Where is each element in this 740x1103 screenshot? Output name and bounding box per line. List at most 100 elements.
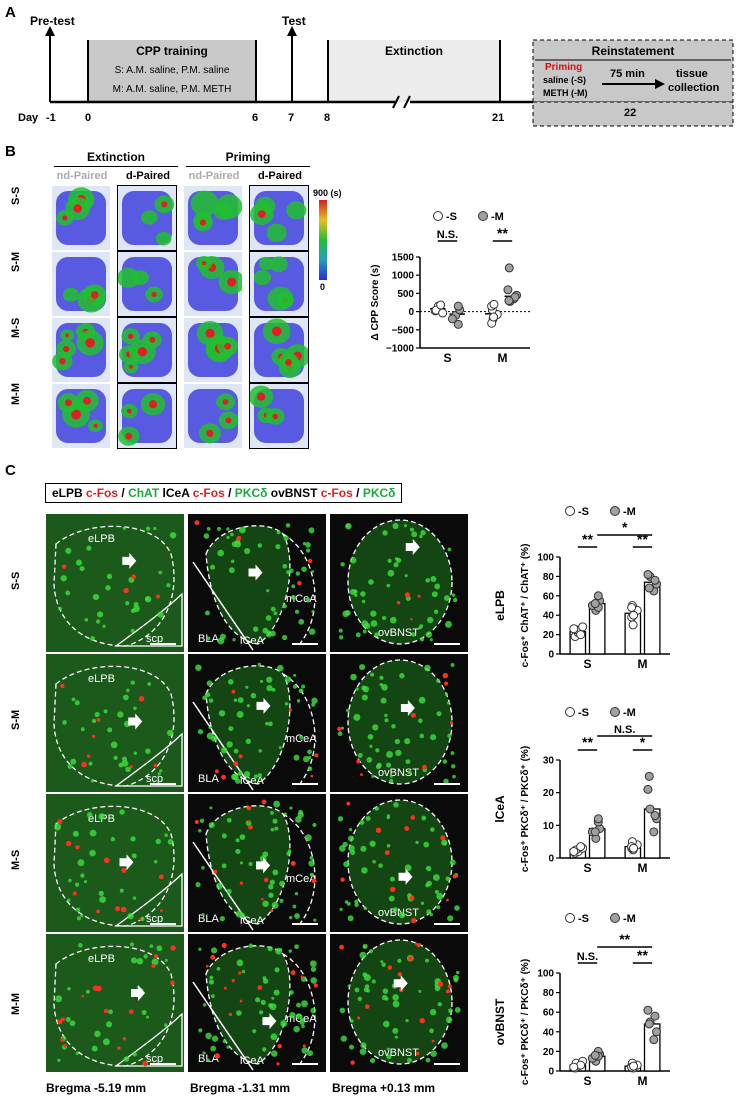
green-cell	[275, 544, 281, 550]
green-cell	[403, 524, 408, 528]
green-cell	[252, 626, 259, 632]
green-cell	[353, 713, 361, 721]
green-cell	[396, 557, 402, 563]
mcea-label: mCeA	[286, 593, 317, 605]
green-cell	[262, 1047, 267, 1052]
green-cell	[384, 713, 388, 718]
heatmap-peak	[257, 210, 266, 219]
green-cell	[419, 733, 425, 739]
green-cell	[231, 773, 238, 781]
green-cell	[167, 729, 174, 737]
red-cell	[160, 909, 163, 912]
scale-min-label: 0	[320, 282, 326, 292]
green-cell	[429, 638, 433, 642]
x-category-label: S	[583, 657, 591, 671]
green-cell	[72, 830, 79, 837]
x-category-label: S	[583, 861, 591, 875]
green-cell	[232, 638, 236, 642]
green-cell	[387, 569, 395, 577]
heatmap-hotspot	[286, 201, 307, 220]
green-cell	[211, 994, 215, 999]
red-cell	[75, 845, 80, 850]
green-cell	[255, 997, 261, 1003]
ovbnst-label: ovBNST	[378, 1047, 419, 1059]
lcea-outline	[205, 805, 291, 925]
green-cell	[301, 684, 306, 689]
green-cell	[354, 987, 360, 993]
green-cell	[211, 1035, 219, 1042]
red-cell	[288, 708, 292, 712]
green-cell	[444, 692, 449, 696]
green-cell	[266, 589, 270, 593]
green-cell	[279, 880, 285, 887]
red-cell	[155, 594, 161, 599]
green-cell	[354, 902, 359, 908]
green-cell	[273, 989, 280, 996]
green-cell	[130, 836, 136, 842]
legend-label: -M	[623, 707, 636, 719]
green-cell	[245, 738, 252, 745]
green-cell	[157, 772, 161, 776]
green-cell	[117, 711, 124, 718]
green-cell	[360, 1042, 367, 1049]
green-cell	[359, 951, 367, 959]
heatmap-cell	[117, 185, 177, 251]
red-cell	[81, 761, 87, 768]
red-cell	[205, 964, 209, 968]
green-cell	[153, 860, 158, 864]
green-cell	[228, 726, 234, 732]
red-cell	[170, 980, 175, 985]
red-cell	[231, 689, 236, 694]
data-point	[578, 622, 588, 632]
arrow-icon	[119, 854, 134, 871]
green-cell	[429, 912, 434, 917]
arrow-icon	[256, 857, 271, 874]
green-cell	[349, 588, 357, 596]
green-cell	[426, 909, 432, 915]
micrograph-image: ovBNST	[330, 654, 468, 792]
green-cell	[227, 679, 234, 685]
green-cell	[311, 697, 318, 704]
green-cell	[103, 709, 108, 714]
green-cell	[379, 682, 383, 687]
green-cell	[97, 611, 104, 618]
green-cell	[198, 947, 202, 951]
x-category-label: M	[498, 351, 508, 365]
red-cell	[276, 1062, 280, 1066]
red-cell	[194, 520, 200, 526]
green-cell	[226, 741, 233, 748]
green-cell	[270, 810, 274, 815]
legend-cfos-2: c-Fos	[192, 486, 225, 500]
data-point	[628, 620, 638, 630]
green-cell	[380, 697, 387, 704]
green-cell	[289, 806, 293, 810]
micro-row-sm: S-M	[10, 709, 22, 730]
green-cell	[166, 583, 171, 588]
heatmap-hotspot	[258, 257, 274, 271]
green-cell	[425, 1057, 431, 1063]
significance-label: N.S.	[614, 724, 635, 736]
red-cell	[290, 860, 296, 867]
green-cell	[218, 710, 226, 717]
green-cell	[363, 906, 368, 911]
green-cell	[289, 990, 294, 995]
green-cell	[375, 764, 381, 770]
lcea-outline	[205, 665, 291, 785]
green-cell	[78, 943, 83, 948]
mcea-outline	[282, 953, 316, 1067]
red-cell	[261, 897, 264, 901]
red-cell	[340, 877, 345, 882]
green-cell	[295, 571, 301, 576]
green-cell	[231, 541, 238, 547]
day-21: 21	[492, 112, 505, 124]
green-cell	[392, 907, 398, 913]
green-cell	[307, 766, 313, 772]
green-cell	[268, 892, 274, 898]
heatmap-hotspot	[63, 287, 79, 302]
elpb-label: eLPB	[88, 953, 115, 965]
green-cell	[382, 988, 389, 994]
green-cell	[140, 916, 145, 922]
red-cell	[57, 819, 63, 825]
green-cell	[167, 839, 174, 845]
